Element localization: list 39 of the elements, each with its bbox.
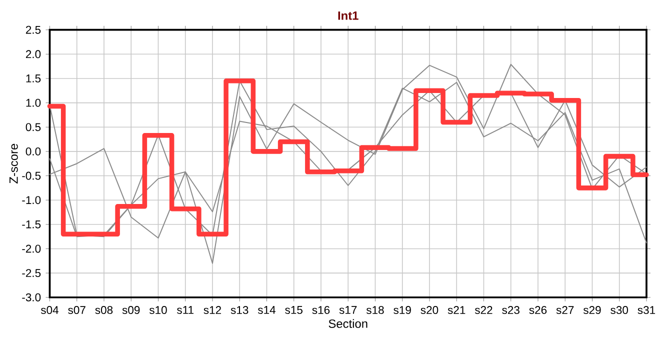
x-tick-label: s14 (258, 306, 276, 314)
y-tick-label: -0.5 (22, 172, 41, 180)
x-tick-label: s19 (394, 306, 411, 314)
x-tick-label: s26 (529, 306, 547, 314)
y-tick-label: 1.0 (26, 98, 41, 107)
y-tick-label: 2.5 (26, 26, 41, 34)
x-tick-label: s30 (610, 306, 628, 314)
y-tick-label: -1.0 (22, 196, 41, 204)
y-axis-title: Z-score (10, 144, 18, 184)
y-tick-label: 0.0 (26, 147, 41, 156)
y-tick-label: -2.5 (22, 269, 41, 278)
y-tick-label: -1.5 (22, 220, 41, 228)
x-tick-label: s21 (448, 306, 466, 314)
x-tick-label: s07 (68, 306, 86, 314)
x-tick-label: s20 (420, 306, 438, 314)
x-tick-label: s11 (177, 306, 194, 314)
x-tick-label: s23 (502, 306, 520, 314)
x-tick-label: s15 (285, 306, 302, 314)
x-tick-label: s04 (40, 306, 59, 314)
x-axis-title: Section (328, 319, 368, 328)
x-tick-label: s31 (638, 306, 656, 314)
x-tick-label: s17 (339, 306, 357, 314)
y-tick-label: 0.5 (26, 123, 41, 132)
y-tick-label: 2.0 (26, 50, 41, 58)
x-tick-label: s12 (204, 306, 222, 314)
x-tick-label: s16 (312, 306, 330, 314)
y-tick-label: -2.0 (22, 244, 41, 253)
y-tick-label: 1.5 (26, 74, 41, 82)
x-tick-label: s27 (556, 306, 574, 314)
x-tick-label: s22 (474, 306, 492, 314)
chart-title: Int1 (338, 12, 358, 20)
line-series (49, 64, 647, 264)
y-tick-label: -3.0 (22, 293, 41, 302)
x-tick-label: s10 (149, 306, 167, 314)
x-tick-label: s08 (95, 306, 113, 314)
x-tick-label: s09 (122, 306, 140, 314)
x-tick-label: s29 (583, 306, 601, 314)
x-tick-label: s18 (366, 306, 384, 314)
x-tick-label: s13 (230, 306, 248, 314)
